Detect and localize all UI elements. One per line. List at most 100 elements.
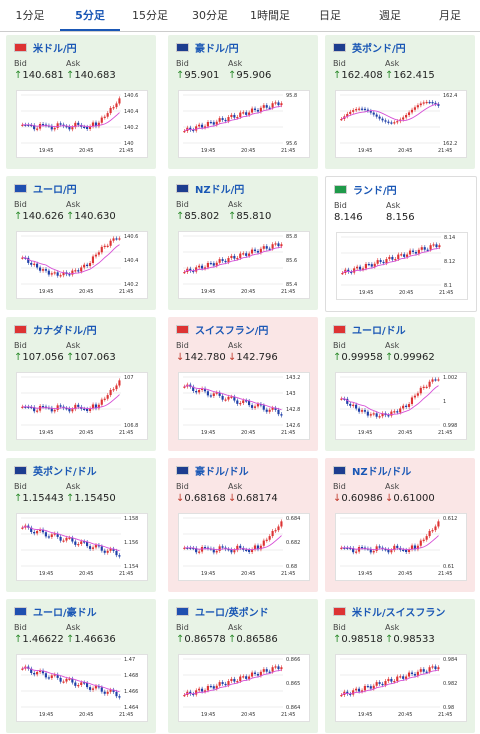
mini-chart[interactable]: 140.6 140.4 140.2 19:45 20:45 21:45: [16, 231, 148, 299]
mini-chart[interactable]: 143.2 143 142.8 142.6 19:45 20:45 21:45: [178, 372, 310, 440]
x-tick-label: 19:45: [39, 712, 53, 718]
tab-0[interactable]: 1分足: [15, 9, 45, 22]
candle: [106, 395, 109, 399]
mini-chart[interactable]: 1.47 1.468 1.466 1.464 19:45 20:45 21:45: [16, 654, 148, 722]
rate-card[interactable]: 英ポンド/ドル Bid Ask ↑1.15443 ↑1.15450 1.158 1.156 1…: [6, 458, 156, 592]
rate-card[interactable]: ユーロ/円 Bid Ask ↑140.626 ↑140.630 140.6 140.4 140…: [6, 176, 156, 310]
candle: [236, 545, 239, 551]
ask-label: Ask: [228, 200, 243, 209]
candle: [83, 541, 86, 543]
mini-chart[interactable]: 140.6 140.4 140.2 140 19:45 20:45 21:45: [16, 90, 148, 158]
tab-5[interactable]: 日足: [319, 9, 341, 22]
candle: [100, 546, 103, 551]
candle: [242, 253, 245, 255]
rate-card[interactable]: ランド/円 Bid Ask 8.146 8.156 8.14 8.12 8.1 19:45 20:…: [325, 176, 477, 312]
rate-card[interactable]: NZドル/円 Bid Ask ↑85.802 ↑85.810 85.8 85.6 85.4 19…: [168, 176, 318, 310]
pair-title[interactable]: 米ドル/円: [14, 40, 77, 55]
y-tick-label: 1: [443, 399, 446, 405]
pair-name: 豪ドル/円: [195, 43, 239, 55]
candle: [265, 669, 268, 672]
candle: [103, 550, 106, 553]
rate-card[interactable]: ユーロ/英ポンド Bid Ask ↑0.86578 ↑0.86586 0.866 0.865…: [168, 599, 318, 733]
candle: [340, 119, 343, 121]
arrow-icon: ↓: [228, 352, 237, 363]
candle: [391, 256, 394, 260]
ask-value: ↑140.630: [66, 211, 116, 222]
arrow-icon: ↑: [228, 211, 237, 222]
candle: [352, 548, 355, 553]
tab-7[interactable]: 月足: [439, 9, 461, 22]
x-tick-label: 21:45: [281, 712, 295, 718]
pair-title[interactable]: カナダドル/円: [14, 322, 97, 337]
pair-title[interactable]: NZドル/円: [176, 181, 244, 196]
pair-title[interactable]: ユーロ/円: [14, 181, 77, 196]
tab-2[interactable]: 15分足: [132, 9, 168, 22]
candle: [378, 416, 381, 418]
candle: [65, 537, 68, 541]
candle: [224, 119, 227, 122]
candle: [419, 669, 422, 672]
rate-card[interactable]: NZドル/ドル Bid Ask ↓0.60986 ↓0.61000 0.612 0.61 19…: [325, 458, 475, 592]
candle: [271, 407, 274, 410]
rate-card[interactable]: ユーロ/ドル Bid Ask ↑0.99958 ↑0.99962 1.002 1 0.998 1…: [325, 317, 475, 451]
candle: [425, 386, 428, 388]
candle: [381, 118, 384, 121]
ask-text: 140.630: [74, 211, 116, 222]
candle: [280, 521, 283, 527]
mini-chart[interactable]: 1.158 1.156 1.154 19:45 20:45 21:45: [16, 513, 148, 581]
x-tick-label: 20:45: [241, 571, 255, 577]
candle: [437, 667, 440, 670]
rate-card[interactable]: 米ドル/円 Bid Ask ↑140.681 ↑140.683 140.6 140.4 140…: [6, 35, 156, 169]
mini-chart[interactable]: 0.684 0.682 0.68 19:45 20:45 21:45: [178, 513, 310, 581]
ask-label: Ask: [66, 623, 81, 632]
mini-chart[interactable]: 95.8 95.6 19:45 20:45 21:45: [178, 90, 310, 158]
pair-title[interactable]: スイスフラン/円: [176, 322, 268, 337]
pair-title[interactable]: 米ドル/スイスフラン: [333, 604, 445, 619]
tab-3[interactable]: 30分足: [192, 9, 228, 22]
pair-title[interactable]: 英ポンド/円: [333, 40, 406, 55]
rate-card[interactable]: 米ドル/スイスフラン Bid Ask ↑0.98518 ↑0.98533 0.984 0.9…: [325, 599, 475, 733]
candle: [200, 265, 204, 269]
candle: [352, 404, 355, 406]
rate-card[interactable]: 豪ドル/円 Bid Ask ↑95.901 ↑95.906 95.8 95.6 19:45 20…: [168, 35, 318, 169]
ask-label: Ask: [385, 623, 400, 632]
pair-title[interactable]: ユーロ/英ポンド: [176, 604, 269, 619]
candle: [77, 122, 80, 125]
tab-6[interactable]: 週足: [379, 9, 401, 22]
candle: [390, 678, 393, 682]
candle: [62, 681, 65, 683]
pair-title[interactable]: ユーロ/豪ドル: [14, 604, 97, 619]
pair-title[interactable]: ランド/円: [334, 182, 397, 197]
candle: [280, 103, 283, 106]
rate-card[interactable]: スイスフラン/円 Bid Ask ↓142.780 ↓142.796 143.2 143 14…: [168, 317, 318, 451]
mini-chart[interactable]: 0.984 0.982 0.98 19:45 20:45 21:45: [335, 654, 467, 722]
pair-title[interactable]: ユーロ/ドル: [333, 322, 406, 337]
mini-chart[interactable]: 0.866 0.865 0.864 19:45 20:45 21:45: [178, 654, 310, 722]
pair-title[interactable]: NZドル/ドル: [333, 463, 411, 478]
candle: [215, 685, 218, 689]
candle: [431, 379, 434, 382]
mini-chart[interactable]: 107 106.8 19:45 20:45 21:45: [16, 372, 148, 440]
mini-chart[interactable]: 85.8 85.6 85.4 19:45 20:45 21:45: [178, 231, 310, 299]
mini-chart[interactable]: 162.4 162.2 19:45 20:45 21:45: [335, 90, 467, 158]
mini-chart[interactable]: 1.002 1 0.998 19:45 20:45 21:45: [335, 372, 467, 440]
candle: [53, 533, 56, 535]
pair-title[interactable]: 豪ドル/ドル: [176, 463, 249, 478]
mini-chart[interactable]: 8.14 8.12 8.1 19:45 20:45 21:45: [336, 232, 468, 300]
bid-label: Bid: [333, 482, 346, 491]
rate-card[interactable]: ユーロ/豪ドル Bid Ask ↑1.46622 ↑1.46636 1.47 1.468 1.…: [6, 599, 156, 733]
pair-title[interactable]: 豪ドル/円: [176, 40, 239, 55]
x-tick-label: 20:45: [398, 430, 412, 436]
candle: [183, 131, 186, 133]
candle: [239, 253, 242, 259]
rate-card[interactable]: 豪ドル/ドル Bid Ask ↓0.68168 ↓0.68174 0.684 0.682 0.…: [168, 458, 318, 592]
rate-card[interactable]: 英ポンド/円 Bid Ask ↑162.408 ↑162.415 162.4 162.2 19…: [325, 35, 475, 169]
rate-card[interactable]: カナダドル/円 Bid Ask ↑107.056 ↑107.063 107 106.8 19:…: [6, 317, 156, 451]
mini-chart[interactable]: 0.612 0.61 19:45 20:45 21:45: [335, 513, 467, 581]
candle: [259, 545, 262, 550]
candle: [410, 109, 414, 113]
tab-4[interactable]: 1時間足: [250, 9, 290, 22]
candle: [30, 527, 33, 532]
tab-1[interactable]: 5分足: [60, 0, 120, 31]
pair-title[interactable]: 英ポンド/ドル: [14, 463, 97, 478]
